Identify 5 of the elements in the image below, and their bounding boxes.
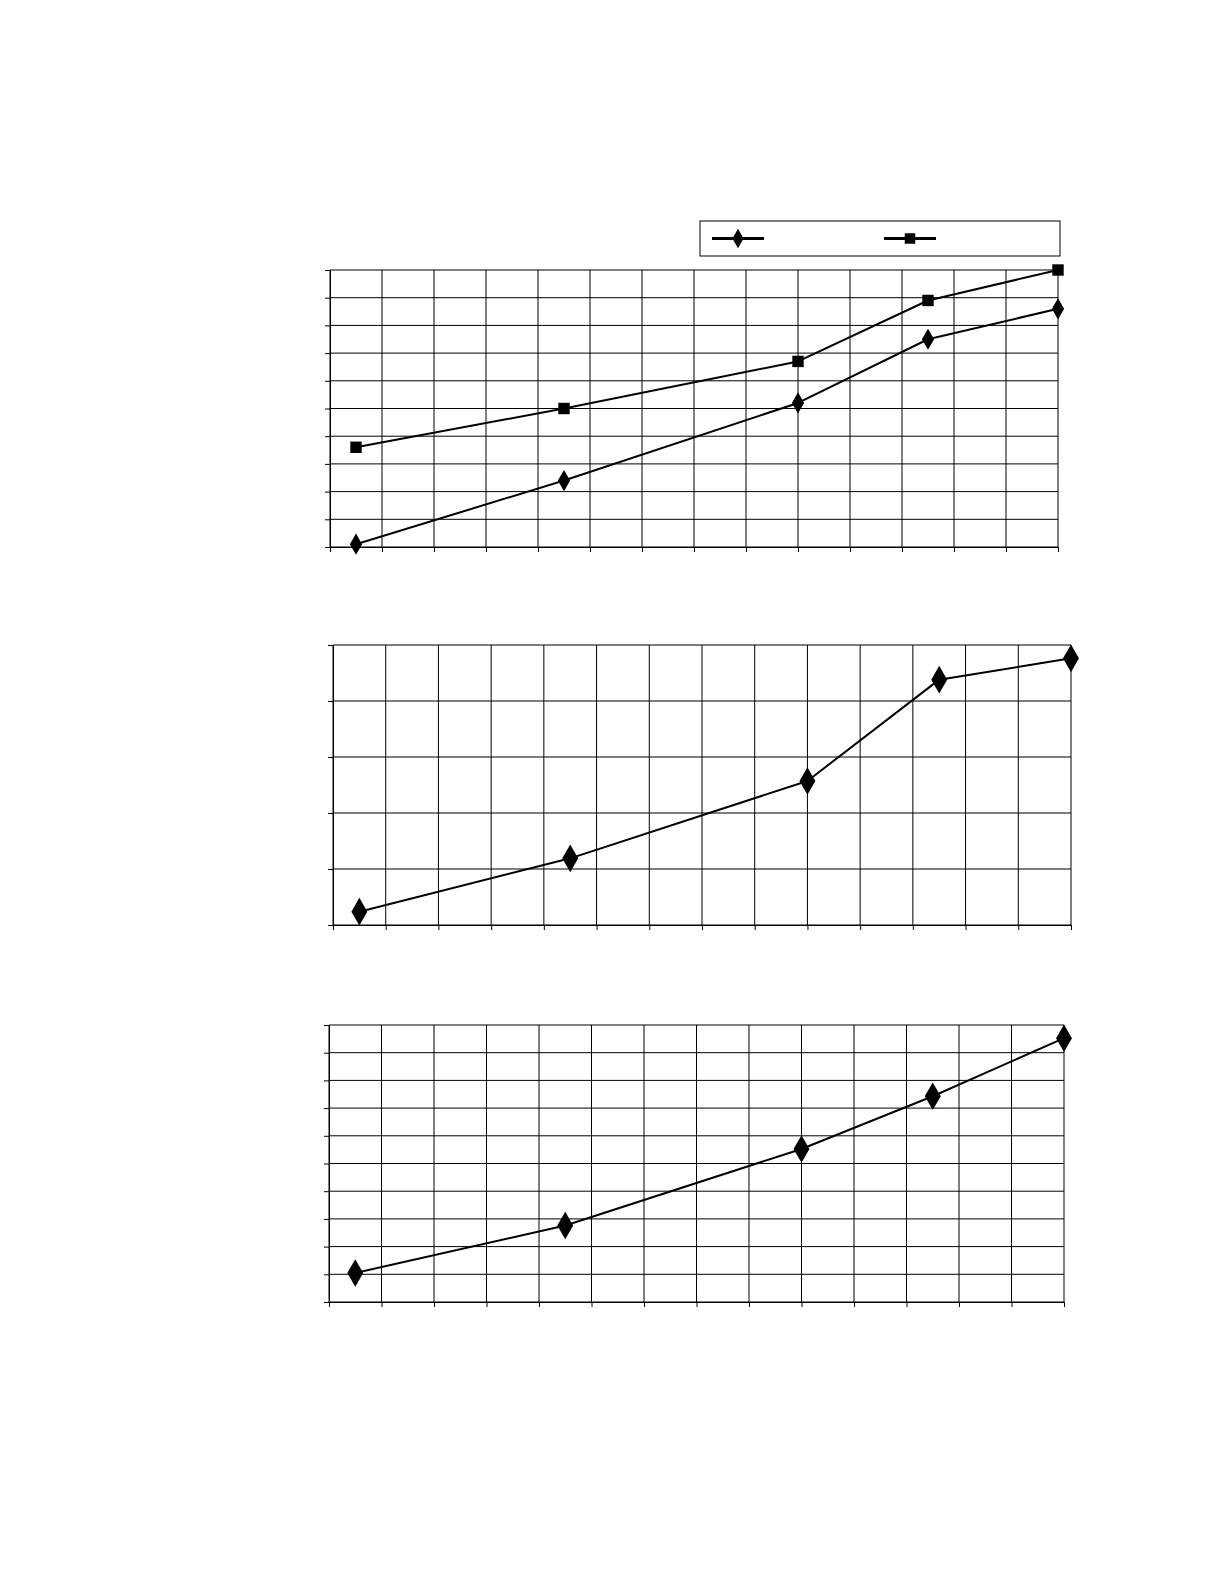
point	[1052, 264, 1064, 276]
point	[922, 294, 934, 307]
point	[792, 355, 804, 368]
point	[350, 441, 362, 453]
point	[558, 402, 570, 415]
